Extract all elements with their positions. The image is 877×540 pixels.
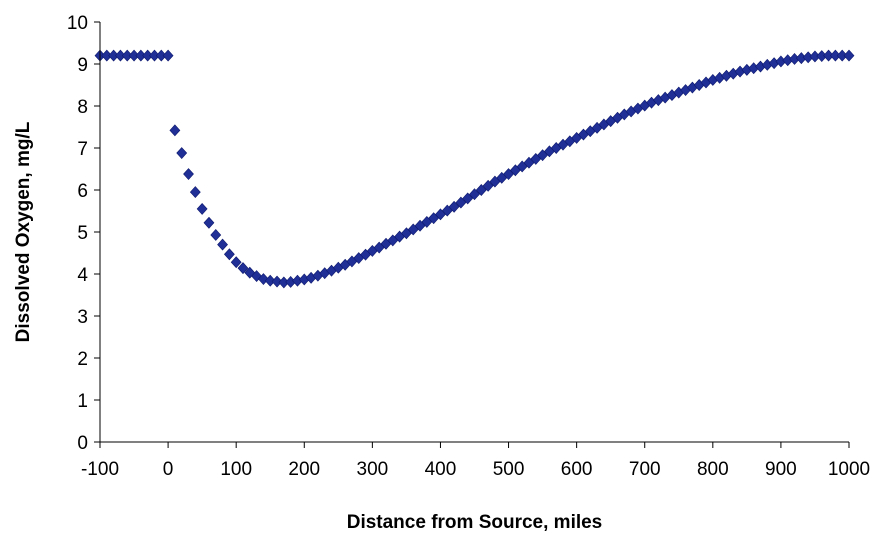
y-tick-label: 6: [77, 181, 88, 202]
data-point: [210, 228, 222, 241]
data-point: [271, 275, 283, 288]
data-point: [264, 274, 276, 287]
data-point: [462, 192, 474, 205]
y-tick-marks: [94, 21, 100, 443]
x-tick-label: 200: [288, 459, 320, 480]
x-tick-label: 900: [765, 459, 797, 480]
x-tick-label: 600: [561, 459, 593, 480]
data-point: [169, 124, 181, 137]
data-point: [176, 147, 188, 159]
data-point: [843, 49, 855, 62]
y-tick-label: 2: [77, 349, 88, 370]
data-point: [469, 188, 480, 201]
data-point: [237, 262, 249, 275]
y-tick-label: 9: [77, 55, 88, 76]
data-point: [203, 216, 215, 229]
data-point: [448, 200, 460, 213]
data-point: [223, 248, 235, 261]
y-tick-label: 10: [67, 13, 88, 34]
x-axis-title: Distance from Source, miles: [347, 512, 603, 533]
y-tick-label: 8: [77, 97, 88, 118]
x-tick-label: 100: [220, 459, 252, 480]
x-tick-labels: -100 0 100 200 300 400 500 600 700 800 900 1000: [81, 459, 870, 480]
x-tick-label: 700: [629, 459, 661, 480]
x-tick-label: 1000: [828, 459, 870, 480]
data-point: [217, 238, 228, 251]
x-tick-label: 0: [163, 459, 174, 480]
y-tick-label: 5: [77, 223, 88, 244]
data-point: [183, 168, 194, 180]
y-tick-label: 3: [77, 307, 88, 328]
x-tick-label: 500: [493, 459, 525, 480]
y-tick-label: 1: [77, 391, 88, 412]
y-tick-label: 4: [77, 265, 88, 286]
data-point: [196, 202, 208, 215]
x-tick-label: 400: [425, 459, 457, 480]
data-markers: [94, 49, 855, 289]
data-point: [482, 179, 494, 192]
data-point: [162, 49, 174, 62]
y-axis-title: Dissolved Oxygen, mg/L: [13, 121, 34, 342]
data-point: [475, 184, 487, 196]
data-point: [455, 196, 467, 209]
y-tick-labels: 0 1 2 3 4 5 6 7 8 9 10: [67, 13, 89, 454]
y-tick-label: 0: [77, 433, 88, 454]
x-tick-marks: [99, 442, 850, 448]
x-tick-label: 300: [357, 459, 389, 480]
data-point: [230, 256, 242, 269]
y-tick-label: 7: [77, 139, 88, 160]
x-tick-label: -100: [81, 459, 119, 480]
data-point: [189, 186, 201, 199]
x-tick-label: 800: [697, 459, 729, 480]
